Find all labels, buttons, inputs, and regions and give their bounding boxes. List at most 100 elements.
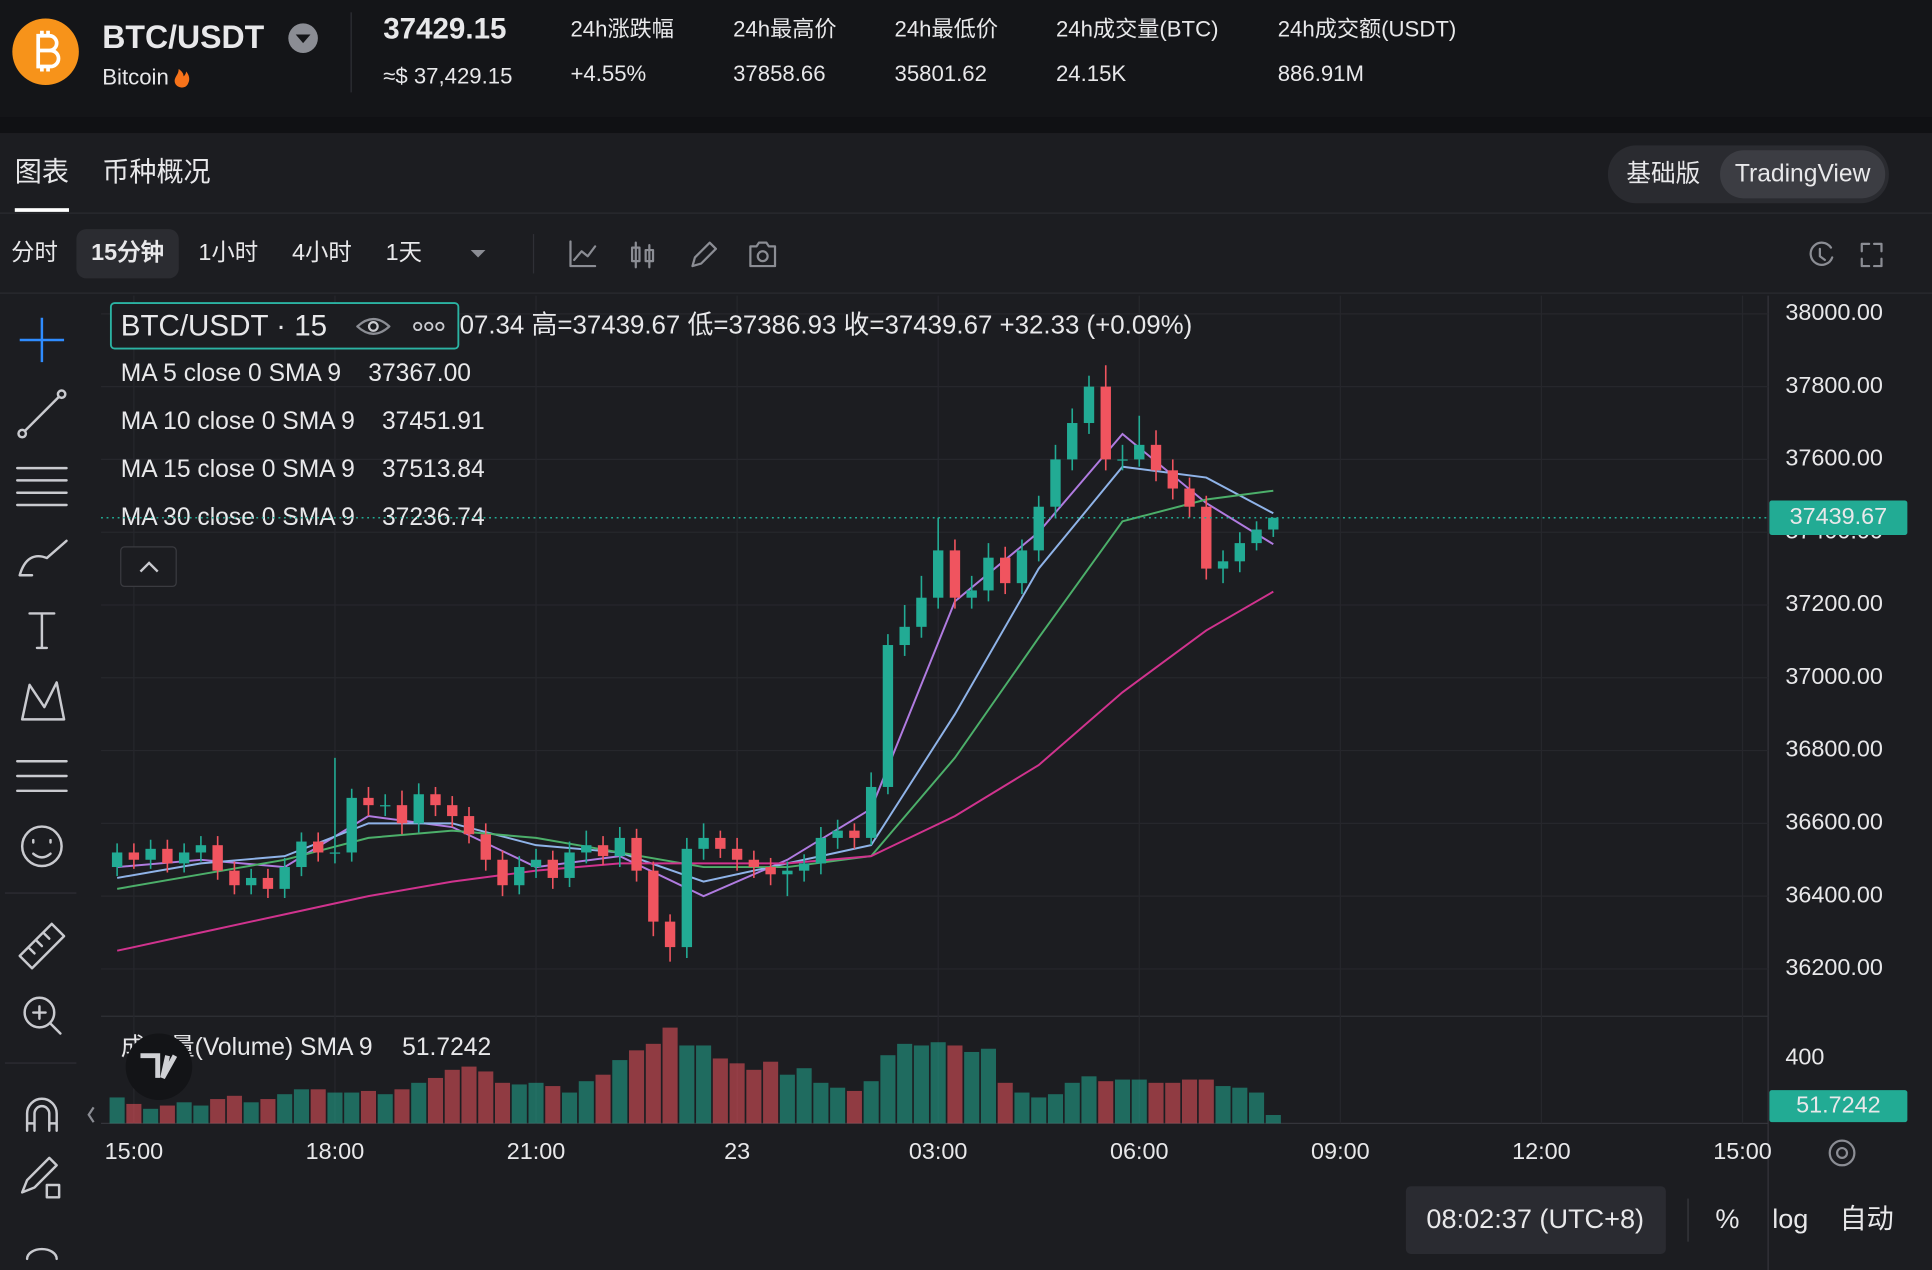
trendline-tool[interactable] <box>20 392 63 435</box>
collapse-arrow <box>139 561 159 573</box>
interval-more[interactable] <box>470 250 486 258</box>
volume-bar <box>1047 1094 1064 1124</box>
interval[interactable]: 1天 <box>386 239 422 265</box>
tv-glyph <box>140 1053 178 1080</box>
scroll-left[interactable] <box>87 1106 95 1123</box>
ma-line <box>117 489 1274 890</box>
candle-body <box>1016 550 1028 584</box>
zoom-tool[interactable] <box>23 996 56 1029</box>
x-tick-label: 18:00 <box>306 1138 365 1164</box>
dot <box>413 321 423 332</box>
volume-bar <box>360 1090 377 1124</box>
scale-option[interactable]: 自动 <box>1840 1203 1894 1234</box>
candle-body <box>229 870 240 886</box>
collapse-legend[interactable] <box>120 546 177 587</box>
symbol-legend-box[interactable] <box>109 302 460 350</box>
volume-bar <box>109 1097 125 1124</box>
gear-hub <box>1836 1146 1849 1160</box>
prediction-tool[interactable] <box>16 760 68 793</box>
stat-label: 24h成交量(BTC) <box>1056 17 1219 42</box>
view-mode[interactable]: 基础版 <box>1626 159 1700 187</box>
candle-body <box>195 845 207 853</box>
candle-body <box>581 845 592 853</box>
tab[interactable]: 图表 <box>15 156 69 187</box>
volume-bar <box>1198 1079 1214 1124</box>
magnet-tool[interactable] <box>25 1097 58 1133</box>
candle-body <box>547 859 558 878</box>
candle-body <box>1217 561 1229 569</box>
more-button[interactable] <box>413 321 445 332</box>
volume-bar <box>997 1082 1013 1124</box>
more-tools[interactable] <box>25 1247 58 1261</box>
ma-legend-name: MA 30 close 0 SMA 9 <box>121 504 355 531</box>
volume-bar <box>1081 1076 1097 1124</box>
candle-body <box>1117 459 1128 461</box>
candle-body <box>765 867 776 875</box>
candle-body <box>514 867 525 886</box>
scale-option[interactable]: log <box>1772 1203 1808 1234</box>
dot <box>424 321 434 332</box>
candle-body <box>396 805 408 824</box>
volume-bar <box>159 1105 175 1124</box>
tool-handle <box>56 389 67 400</box>
interval[interactable]: 15分钟 <box>91 239 164 265</box>
volume-bar <box>612 1060 628 1124</box>
scale-option[interactable]: % <box>1715 1203 1739 1234</box>
tab[interactable]: 币种概况 <box>102 156 210 187</box>
ruler-tool[interactable] <box>18 922 66 970</box>
candle-body <box>614 837 626 857</box>
candle-body <box>1201 506 1212 569</box>
text-tool[interactable] <box>28 612 56 650</box>
candle-body <box>447 805 458 817</box>
candle-body <box>648 870 659 922</box>
volume-bar <box>779 1074 795 1124</box>
volume-bar <box>629 1050 645 1124</box>
volume-bar <box>176 1102 192 1124</box>
candle-body <box>916 597 927 627</box>
ma-line <box>116 590 1274 952</box>
candle-body <box>1234 543 1245 562</box>
volume-tick-label: 400 <box>1785 1044 1824 1070</box>
emoji-tool[interactable] <box>20 825 63 868</box>
draw-button[interactable] <box>691 241 717 268</box>
candle-body <box>631 837 642 871</box>
lock-tool[interactable] <box>20 1156 61 1199</box>
replay-button[interactable] <box>1809 241 1834 266</box>
y-tick-label: 37800.00 <box>1785 372 1883 398</box>
candle-body <box>748 859 760 868</box>
interval[interactable]: 4小时 <box>292 239 352 265</box>
interval[interactable]: 分时 <box>11 239 58 265</box>
candle-body <box>698 837 709 849</box>
volume-bar <box>712 1058 728 1124</box>
indicator-button[interactable] <box>569 240 597 268</box>
fullscreen-button[interactable] <box>1860 242 1883 268</box>
visibility-toggle[interactable] <box>356 317 391 335</box>
stat-label: 24h最高价 <box>733 17 836 42</box>
price-usd: ≈$ 37,429.15 <box>383 63 512 88</box>
pattern-tool[interactable] <box>20 681 66 721</box>
chart-type-button[interactable] <box>630 241 655 269</box>
ma-lines <box>116 432 1274 952</box>
ma-legend-value: 37513.84 <box>382 456 485 483</box>
crosshair-tool[interactable] <box>19 317 65 363</box>
volume-bar <box>1181 1079 1198 1124</box>
volume-bar <box>1114 1079 1131 1124</box>
candle-body <box>480 834 491 860</box>
y-tick-label: 36400.00 <box>1785 881 1883 907</box>
candle-body <box>1268 517 1279 530</box>
stat-label: 24h成交额(USDT) <box>1278 17 1457 42</box>
volume-bar <box>310 1089 326 1124</box>
candle-body <box>296 841 307 868</box>
snapshot-button[interactable] <box>749 241 777 268</box>
settings-button[interactable] <box>1828 1139 1856 1167</box>
volume-bar <box>1014 1092 1030 1124</box>
brush-tool[interactable] <box>18 539 68 577</box>
candle-body <box>463 816 475 835</box>
view-mode[interactable]: TradingView <box>1735 160 1871 187</box>
last-price-label: 37439.67 <box>1790 503 1888 529</box>
fib-tool[interactable] <box>16 466 68 507</box>
ma-legend-value: 37451.91 <box>382 408 485 435</box>
candle-body <box>1184 488 1195 507</box>
candle-body <box>798 863 810 871</box>
interval[interactable]: 1小时 <box>198 239 258 265</box>
